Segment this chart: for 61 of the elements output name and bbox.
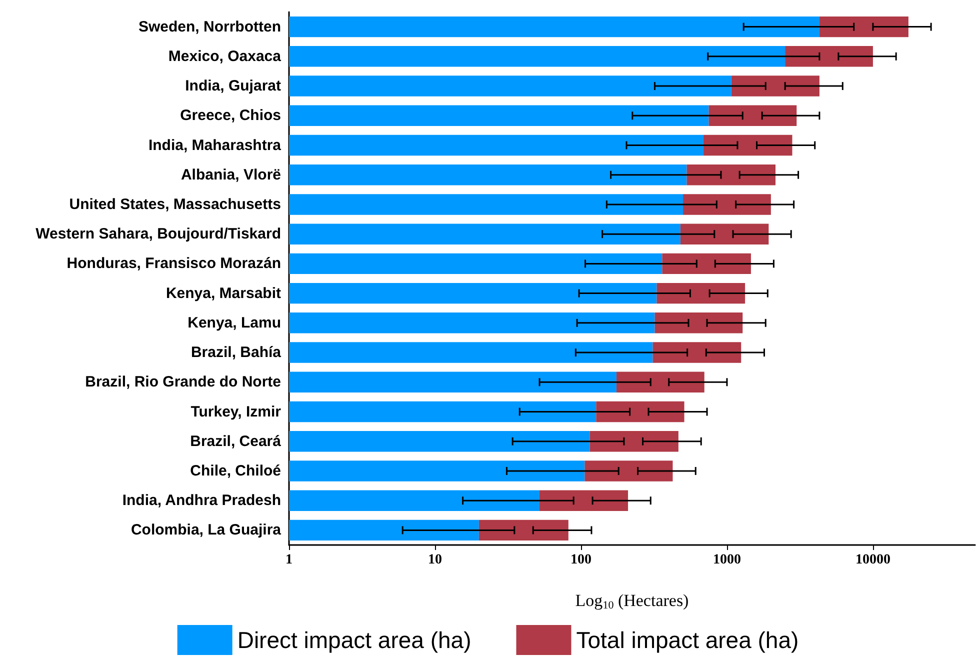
bar	[289, 282, 657, 304]
x-tick-label: 10	[428, 552, 442, 568]
bar	[289, 460, 585, 482]
bar	[289, 76, 732, 96]
y-tick-label: Brazil, Rio Grande do Norte	[85, 374, 281, 391]
y-tick-label: Greece, Chios	[180, 107, 281, 124]
bar	[683, 194, 771, 215]
bar	[289, 372, 616, 393]
bar	[289, 401, 596, 422]
bar	[656, 282, 746, 304]
y-tick-label: India, Gujarat	[185, 78, 281, 95]
x-tick-label: 100	[570, 552, 592, 568]
bar	[478, 520, 568, 541]
bar	[584, 460, 673, 482]
bar	[289, 312, 655, 334]
legend-label: Total impact area (ha)	[576, 627, 799, 653]
bar	[708, 105, 797, 126]
bar	[289, 46, 786, 67]
y-tick-label: Brazil, Ceará	[190, 432, 282, 450]
bar	[289, 342, 653, 363]
y-tick-label: United States, Massachusetts	[69, 196, 281, 213]
bar	[289, 164, 687, 186]
bar	[289, 430, 590, 452]
bar	[662, 253, 751, 274]
y-tick-label: Brazil, Bahía	[190, 344, 282, 362]
x-tick-label: 1000	[712, 552, 741, 568]
y-tick-label: Sweden, Norrbotten	[138, 18, 281, 36]
bar	[289, 134, 704, 156]
bar	[616, 372, 704, 393]
bar	[289, 16, 820, 38]
y-tick-label: Western Sahara, Boujourd/Tiskard	[36, 226, 281, 243]
x-tick-label: 10000	[855, 552, 890, 568]
bar	[289, 490, 540, 511]
y-tick-label: Chile, Chiloé	[190, 462, 281, 480]
bar	[590, 430, 678, 452]
bar	[819, 16, 908, 38]
y-tick-label: Kenya, Lamu	[188, 314, 281, 332]
bar	[703, 134, 792, 156]
bar	[680, 224, 769, 244]
bar	[654, 312, 743, 334]
bar	[289, 520, 479, 541]
bar	[289, 253, 662, 274]
bar	[731, 76, 820, 96]
bar	[289, 224, 680, 244]
bar	[540, 490, 628, 511]
bar	[686, 164, 776, 186]
bar	[596, 401, 684, 422]
bar	[289, 194, 684, 215]
y-tick-label: Honduras, Fransisco Morazán	[66, 255, 281, 272]
y-tick-label: Kenya, Marsabit	[166, 284, 281, 302]
y-tick-label: India, Andhra Pradesh	[122, 492, 281, 510]
y-tick-label: Albania, Vlorë	[180, 166, 281, 184]
bar	[785, 46, 873, 67]
bar	[652, 342, 742, 363]
legend-label: Direct impact area (ha)	[237, 627, 472, 653]
y-tick-label: Mexico, Oaxaca	[168, 48, 282, 65]
y-tick-label: Turkey, Izmir	[190, 403, 282, 420]
y-tick-label: Colombia, La Guajira	[130, 522, 282, 539]
bar	[289, 105, 709, 126]
y-tick-label: India, Maharashtra	[148, 136, 282, 154]
x-tick-label: 1	[286, 552, 292, 568]
